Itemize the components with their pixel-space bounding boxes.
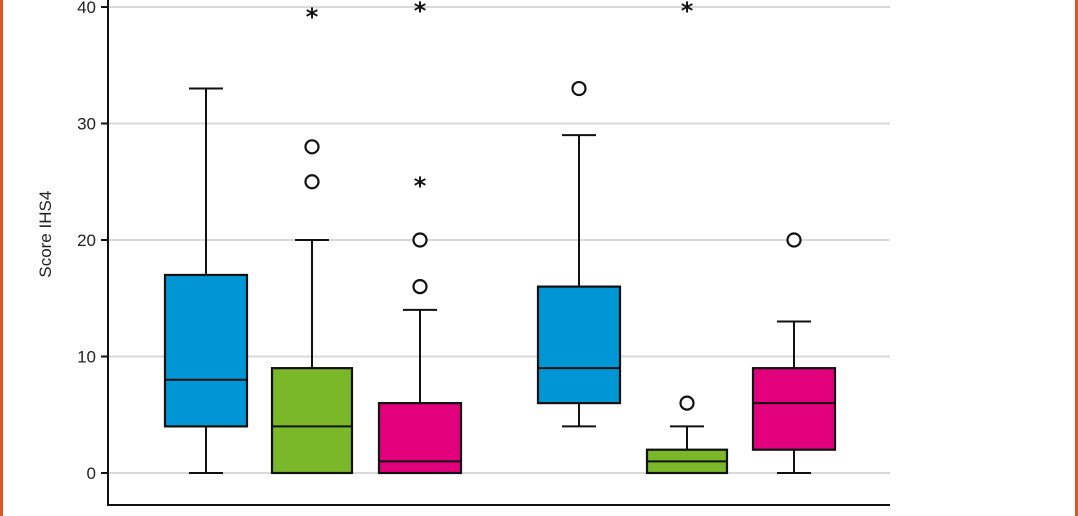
box-group-4 (536, 80, 622, 428)
outlier-circle (786, 232, 802, 248)
outlier-star: * (414, 172, 427, 200)
iqr-box (163, 273, 249, 428)
iqr-box (751, 367, 837, 451)
outlier-circle (304, 139, 320, 155)
iqr-box (377, 402, 463, 475)
outlier-star: * (681, 0, 694, 25)
outlier-circle (679, 395, 695, 411)
y-tick-label-40: 40 (77, 0, 96, 17)
box-group-3: ** (377, 0, 463, 475)
outlier-circle (412, 279, 428, 295)
box-group-2: * (270, 3, 354, 475)
box-group-6 (751, 232, 837, 474)
y-tick-label-20: 20 (77, 231, 96, 250)
y-axis-title: Score IHS4 (36, 191, 55, 278)
outlier-circle (571, 80, 587, 97)
iqr-box (536, 285, 622, 405)
box-group-5: * (645, 0, 729, 475)
outlier-circle (412, 232, 428, 248)
outlier-star: * (306, 3, 319, 31)
y-tick-label-10: 10 (77, 348, 96, 367)
y-tick-label-0: 0 (87, 464, 96, 483)
outlier-circle (304, 174, 320, 190)
iqr-box (270, 367, 354, 475)
y-tick-label-30: 30 (77, 115, 96, 134)
box-group-1 (163, 87, 249, 474)
outlier-star: * (414, 0, 427, 25)
